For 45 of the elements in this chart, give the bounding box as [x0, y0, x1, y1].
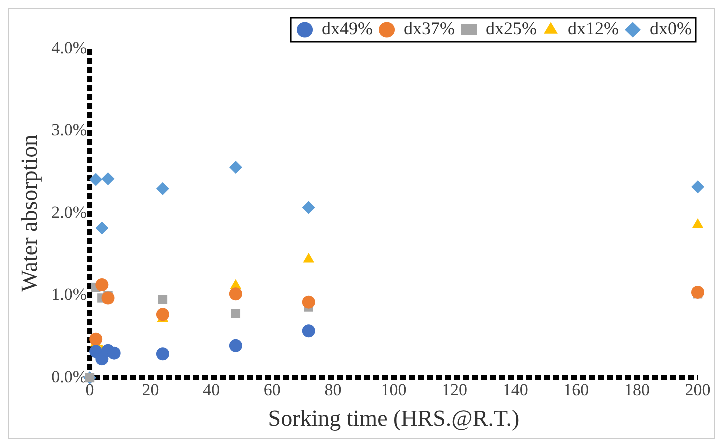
point	[302, 201, 316, 214]
point	[302, 324, 316, 338]
point	[96, 222, 109, 235]
x-tick-label: 180	[624, 380, 650, 400]
legend-label: dx12%	[568, 18, 620, 39]
y-tick-label: 4.0%	[52, 38, 88, 58]
x-axis-title: Sorking time (HRS.@R.T.)	[268, 406, 520, 432]
y-axis-title: Water absorption	[16, 134, 42, 292]
point	[229, 339, 242, 352]
y-tick-label: 0.0%	[52, 367, 88, 386]
x-tick-label: 60	[264, 380, 281, 400]
legend-label: dx0%	[650, 18, 692, 39]
point	[231, 309, 241, 318]
point	[102, 292, 115, 305]
x-tick-label: 40	[203, 380, 220, 400]
y-tick-label: 2.0%	[52, 202, 88, 222]
point	[692, 218, 704, 228]
x-tick-label: 120	[442, 380, 468, 400]
point	[158, 295, 168, 304]
x-tick-label: 200	[685, 380, 711, 400]
point	[302, 296, 316, 309]
point	[156, 182, 170, 196]
point	[229, 160, 242, 174]
point	[90, 332, 103, 346]
point	[692, 286, 704, 299]
point	[692, 180, 704, 194]
y-tick-label: 1.0%	[52, 285, 88, 304]
x-tick-label: 140	[502, 380, 528, 400]
x-tick-label: 0	[86, 380, 94, 400]
point	[102, 172, 115, 186]
point	[96, 278, 109, 292]
point	[156, 308, 170, 322]
point	[90, 173, 103, 186]
legend-label: dx49%	[322, 18, 374, 39]
point	[229, 288, 242, 301]
legend-label: dx25%	[486, 18, 538, 39]
y-tick-label: 3.0%	[52, 120, 88, 140]
point	[108, 346, 121, 360]
point	[156, 348, 170, 361]
legend-label: dx37%	[404, 18, 456, 39]
x-tick-label: 20	[142, 380, 160, 400]
point	[303, 253, 315, 263]
x-tick-label: 100	[381, 380, 407, 400]
x-tick-label: 160	[564, 380, 590, 400]
x-tick-label: 80	[324, 380, 342, 400]
